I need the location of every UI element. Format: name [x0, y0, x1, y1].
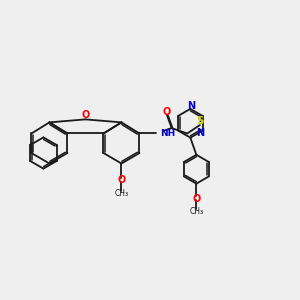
Text: O: O: [81, 110, 90, 121]
Text: O: O: [192, 194, 200, 204]
Text: CH₃: CH₃: [189, 207, 203, 216]
Text: S: S: [197, 116, 204, 126]
Text: N: N: [188, 101, 196, 111]
Text: N: N: [196, 128, 205, 139]
Text: NH: NH: [160, 129, 176, 138]
Text: CH₃: CH₃: [114, 189, 128, 198]
Text: O: O: [163, 107, 171, 117]
Text: O: O: [117, 175, 126, 185]
